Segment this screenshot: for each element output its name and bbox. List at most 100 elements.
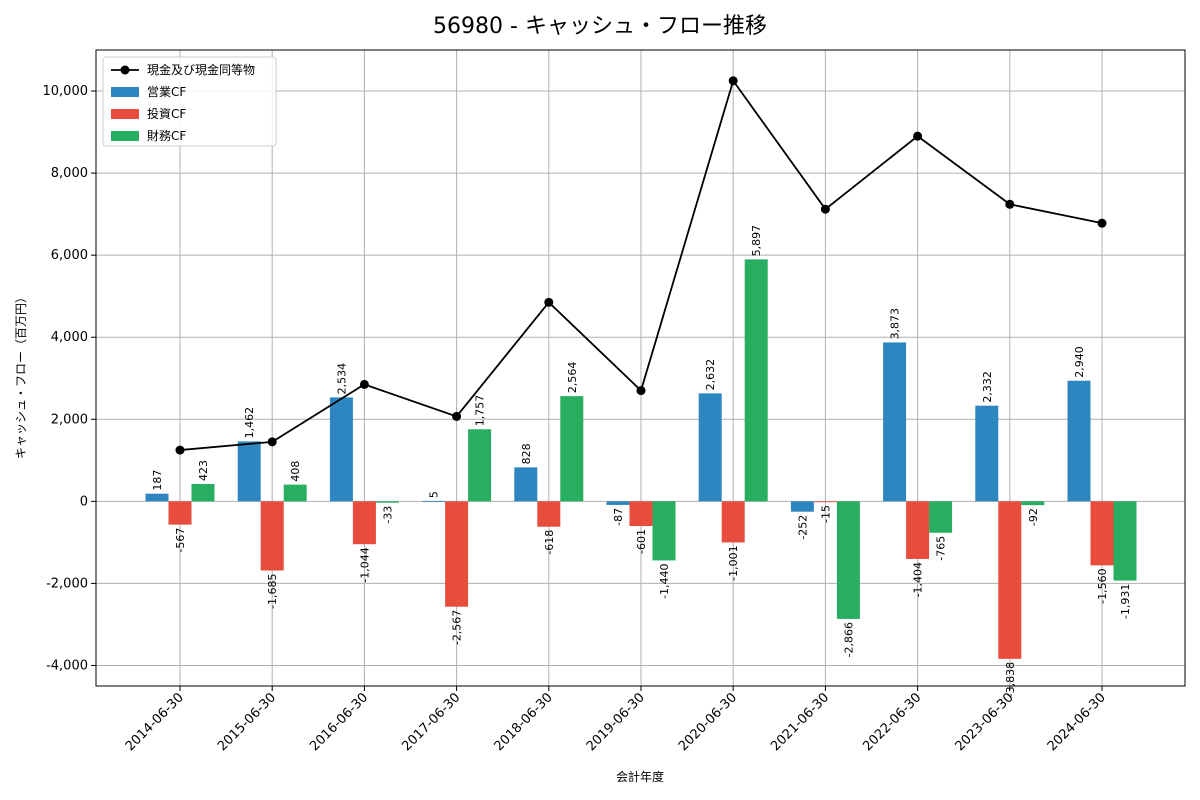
x-tick-label: 2023-06-30 [953, 690, 1017, 754]
legend-label: 営業CF [147, 85, 186, 99]
bar-value-label: -252 [796, 515, 809, 540]
bar [352, 501, 376, 545]
bar-value-label: -601 [635, 529, 648, 554]
bar [629, 501, 653, 527]
bar [1113, 501, 1137, 581]
x-axis-label: 会計年度 [616, 769, 664, 784]
legend-swatch [111, 87, 139, 97]
cash-point [913, 131, 923, 141]
x-tick-label: 2016-06-30 [307, 690, 371, 754]
bar [145, 493, 169, 502]
x-tick-label: 2018-06-30 [492, 690, 556, 754]
legend-label: 現金及び現金同等物 [147, 62, 255, 77]
bar [260, 501, 284, 571]
bar [537, 501, 561, 527]
cash-point [452, 411, 462, 421]
bar [237, 441, 261, 502]
bar-value-label: 1,462 [243, 407, 256, 439]
y-axis-ticks: -4,000 -2,000 0 2,000 4,000 6,000 8,000 10,000 [43, 84, 96, 673]
y-tick-label: 0 [80, 494, 88, 509]
y-tick-label: 10,000 [43, 84, 89, 99]
bar [744, 259, 768, 502]
cash-point [636, 386, 646, 396]
bar [375, 501, 399, 503]
bar-value-label: 423 [197, 460, 210, 481]
bar [168, 501, 192, 525]
bar [813, 501, 837, 503]
bar-value-label: -87 [612, 508, 625, 526]
cash-point [359, 379, 369, 389]
bar-value-label: -1,440 [658, 563, 671, 598]
x-tick-label: 2024-06-30 [1045, 690, 1109, 754]
bar [1090, 501, 1114, 566]
bar [975, 405, 999, 502]
bar-value-label: 1,757 [474, 395, 487, 427]
cash-point [544, 297, 554, 307]
bar [906, 501, 930, 559]
cash-line-layer [175, 76, 1107, 455]
legend-label: 投資CF [147, 106, 186, 121]
x-tick-label: 2019-06-30 [584, 690, 648, 754]
cash-point [728, 76, 738, 86]
y-axis-label: キャッシュ・フロー（百万円） [14, 291, 28, 459]
bar [1067, 380, 1091, 502]
bar-value-label: 187 [151, 470, 164, 491]
x-tick-label: 2022-06-30 [860, 690, 924, 754]
y-tick-label: 6,000 [51, 248, 88, 263]
bar [998, 501, 1022, 659]
bar-value-label: 5,897 [750, 225, 763, 257]
cash-point [1097, 218, 1107, 228]
bar [560, 396, 584, 502]
bar-value-label: -15 [819, 505, 832, 523]
cash-point [175, 445, 185, 455]
cash-point [820, 204, 830, 214]
bar-value-label: 3,873 [889, 308, 902, 340]
bar [883, 342, 907, 502]
bar [698, 393, 722, 502]
bar-value-label: -1,001 [727, 545, 740, 580]
bar-value-label: -1,931 [1119, 584, 1132, 619]
y-tick-label: -4,000 [46, 658, 88, 673]
bar [283, 484, 307, 502]
bar-value-label: -2,567 [451, 610, 464, 645]
legend-line-marker [120, 65, 130, 75]
y-tick-label: 8,000 [51, 166, 88, 181]
bar [721, 501, 745, 543]
bars-layer [145, 259, 1137, 659]
bar [606, 501, 630, 505]
bar [514, 467, 538, 502]
bar-value-label: -2,866 [842, 622, 855, 657]
x-tick-label: 2017-06-30 [399, 690, 463, 754]
y-tick-label: 4,000 [51, 330, 88, 345]
legend-box [102, 56, 277, 147]
legend-swatch [111, 109, 139, 119]
bar-value-label: -1,404 [912, 562, 925, 597]
bar [836, 501, 860, 619]
bar-value-label: 2,534 [335, 363, 348, 395]
cash-point [267, 437, 277, 447]
x-tick-label: 2014-06-30 [123, 690, 187, 754]
y-tick-label: 2,000 [51, 412, 88, 427]
bar [790, 501, 814, 512]
x-tick-label: 2015-06-30 [215, 690, 279, 754]
bar-value-label: 408 [289, 461, 302, 482]
x-tick-label: 2020-06-30 [676, 690, 740, 754]
bar-value-label: -1,560 [1096, 568, 1109, 603]
chart-title: 56980 - キャッシュ・フロー推移 [433, 14, 767, 39]
bar-value-label: -1,685 [266, 573, 279, 608]
bar-value-label: 5 [428, 491, 441, 498]
bar-value-label: -33 [381, 506, 394, 524]
x-axis-ticks: 2014-06-30 2015-06-30 2016-06-30 2017-06-30… [123, 686, 1109, 754]
bar [929, 501, 953, 533]
bar-value-label: -567 [174, 528, 187, 553]
bar-value-label: -618 [543, 530, 556, 555]
bar [329, 397, 353, 502]
grid-lines [96, 50, 1185, 686]
bar-value-label: 828 [520, 443, 533, 464]
bar [652, 501, 676, 561]
bar-value-label: -3,838 [1004, 662, 1017, 697]
bar [191, 483, 215, 502]
bar-value-label: 2,632 [704, 359, 717, 391]
